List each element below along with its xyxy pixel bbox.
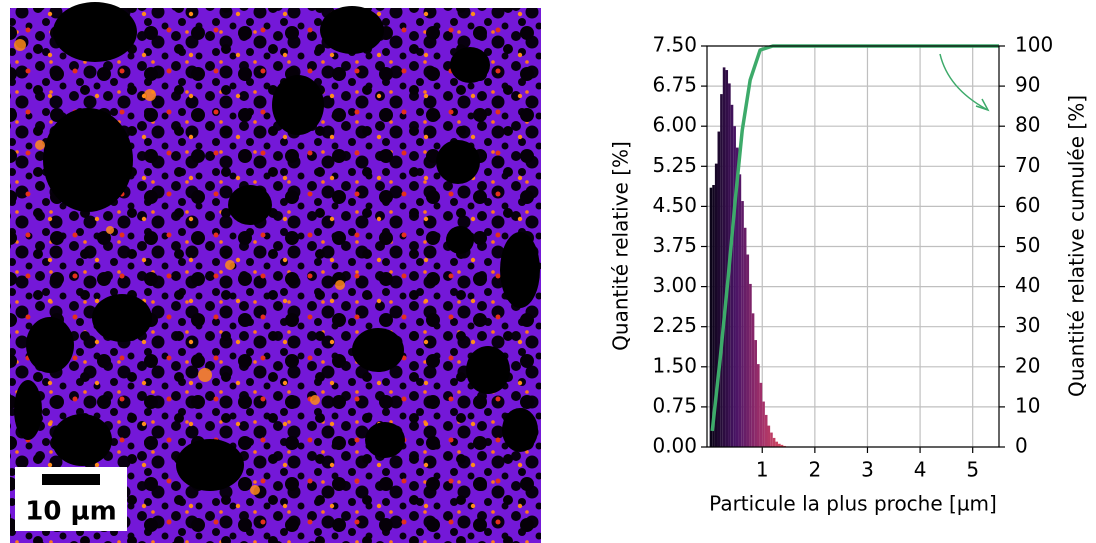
histogram-bar [730, 104, 734, 448]
histogram-bar [725, 70, 729, 447]
x-tick-label: 3 [861, 458, 874, 482]
histogram-bar [756, 364, 760, 447]
y2-tick-label: 30 [1015, 313, 1040, 337]
x-tick-label: 5 [966, 458, 979, 482]
histogram-bar [778, 443, 781, 447]
y-tick-label: 7.50 [652, 33, 697, 57]
histogram-bar [751, 313, 755, 447]
x-axis-label: Particule la plus proche [µm] [709, 492, 997, 516]
histogram-bar [770, 432, 773, 447]
histogram-bar [714, 163, 718, 448]
plot-frame [706, 45, 1000, 448]
histogram-bar [735, 147, 739, 447]
histogram-bar [764, 414, 768, 447]
y2-tick-label: 50 [1015, 233, 1040, 257]
scale-bar [42, 474, 100, 485]
y2-tick-label: 20 [1015, 353, 1040, 377]
y2-tick-label: 100 [1015, 33, 1053, 57]
y-tick-label: 5.25 [652, 153, 697, 177]
y-tick-label: 3.75 [652, 233, 697, 257]
y-tick-label: 1.50 [652, 353, 697, 377]
histogram-bar [762, 401, 765, 447]
y2-tick-label: 70 [1015, 153, 1040, 177]
histogram-bar [712, 185, 715, 447]
histogram-bar [746, 254, 750, 447]
y-tick-label: 0.00 [652, 434, 697, 458]
histogram-bar [738, 174, 742, 447]
y2-tick-label: 0 [1015, 434, 1028, 458]
histogram-bar [780, 444, 784, 447]
y2-axis-label: Quantité relative cumulée [%] [1065, 95, 1089, 397]
histogram-bar [775, 441, 779, 447]
y-tick-label: 0.75 [652, 393, 697, 417]
histogram-bar [722, 67, 726, 448]
scale-bar-label: 10 µm [25, 497, 116, 527]
y-axis-label: Quantité relative [%] [609, 141, 633, 351]
histogram-bar [767, 425, 771, 447]
chart: 1 2 3 4 5 0.00 0.75 1.50 2.25 3.00 3.75 4.50 5.25 6.0… [652, 33, 1053, 482]
y2-tick-label: 40 [1015, 273, 1040, 297]
x-tick-label: 4 [914, 458, 927, 482]
y-tick-label: 6.00 [652, 113, 697, 137]
histogram-bar [720, 94, 723, 448]
y2-tick-label: 10 [1015, 393, 1040, 417]
histogram-bar [733, 126, 736, 447]
y2-tick-label: 60 [1015, 193, 1040, 217]
y-tick-label: 2.25 [652, 313, 697, 337]
histogram-bar [759, 382, 763, 447]
histogram-bar [709, 187, 713, 448]
x-tick-label: 1 [756, 458, 769, 482]
histogram-bar [717, 131, 721, 447]
y2-tick-label: 90 [1015, 73, 1040, 97]
histogram-bar [741, 201, 744, 447]
y-tick-label: 3.00 [652, 273, 697, 297]
y-tick-label: 6.75 [652, 73, 697, 97]
y2-tick-label: 80 [1015, 113, 1040, 137]
x-tick-label: 2 [808, 458, 821, 482]
annotation-arrow [939, 53, 990, 112]
histogram-bar [743, 227, 747, 447]
histogram-bar [754, 340, 757, 447]
micrograph: 10 µm [10, 2, 541, 543]
histogram-bar [749, 283, 752, 447]
y-tick-label: 4.50 [652, 193, 697, 217]
histogram-bar [772, 437, 776, 447]
